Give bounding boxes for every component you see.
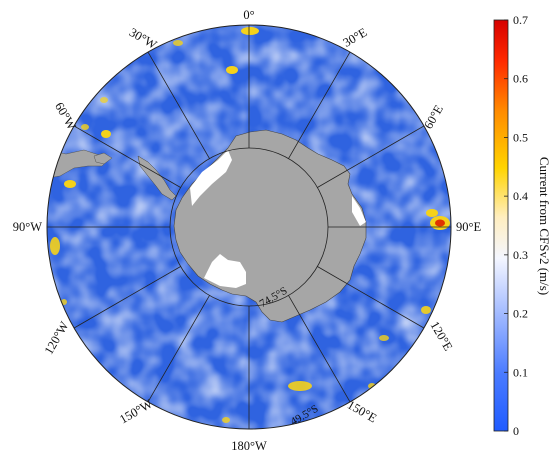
colorbar-tick-label: 0.5 xyxy=(513,130,528,144)
colorbar-tick-label: 0 xyxy=(513,424,519,438)
antarctic-peninsula xyxy=(137,155,177,201)
colorbar-title: Current from CFSv2 (m/s) xyxy=(537,157,550,295)
label-lon-120w: 120°W xyxy=(42,319,72,357)
colorbar-tick-label: 0.2 xyxy=(513,307,528,321)
meridian-150e xyxy=(288,295,351,403)
colorbar-tick-label: 0.6 xyxy=(513,72,528,86)
colorbar-tick-label: 0.7 xyxy=(513,13,528,27)
label-lon-180w: 180°W xyxy=(231,439,267,453)
label-lon-30e: 30°E xyxy=(341,25,370,50)
colorbar-gradient xyxy=(493,19,509,432)
meridian-30w xyxy=(147,51,210,159)
graticule xyxy=(46,24,452,430)
colorbar: 0 0.1 0.2 0.3 0.4 0.5 0.6 0.7 Current from CFSv… xyxy=(493,13,550,438)
meridian-60w xyxy=(73,125,181,188)
label-lon-150w: 150°W xyxy=(117,396,155,426)
meridian-60e xyxy=(317,125,425,188)
falkland-islands xyxy=(93,152,113,165)
colorbar-tick-label: 0.3 xyxy=(513,248,528,262)
amery-ice-shelf xyxy=(352,196,366,226)
colorbar-ticks: 0 0.1 0.2 0.3 0.4 0.5 0.6 0.7 xyxy=(504,13,528,438)
colorbar-tick-label: 0.1 xyxy=(513,365,528,379)
label-lon-0: 0° xyxy=(243,8,254,22)
weddell-ice-shelf xyxy=(190,150,232,206)
label-lon-150e: 150°E xyxy=(345,398,379,426)
meridian-30e xyxy=(288,51,351,159)
meridian-150w xyxy=(147,295,210,403)
meridian-120w xyxy=(73,266,181,329)
ross-ice-shelf xyxy=(204,254,246,288)
high-current-spots xyxy=(50,27,450,423)
meridian-120e xyxy=(317,266,425,329)
label-lon-120e: 120°E xyxy=(428,319,456,353)
label-lon-60e: 60°E xyxy=(421,102,446,131)
label-lon-90w: 90°W xyxy=(13,220,42,234)
label-lon-90e: 90°E xyxy=(456,220,481,234)
colorbar-tick-label: 0.4 xyxy=(513,189,528,203)
